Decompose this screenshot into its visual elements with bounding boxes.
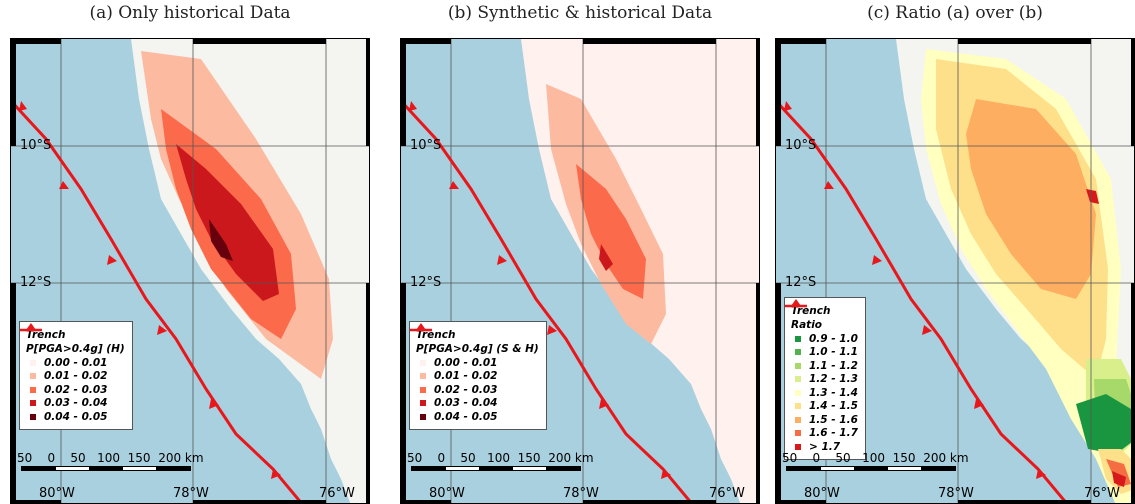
trench-teeth xyxy=(784,101,1046,479)
trench-icon xyxy=(20,323,42,332)
graticule xyxy=(776,39,1134,503)
legend-swatch xyxy=(420,373,426,380)
legend-swatch xyxy=(795,403,801,410)
legend-label: > 1.7 xyxy=(809,440,841,453)
legend-label: 0.00 - 0.01 xyxy=(44,356,108,369)
hazard-zone-2 xyxy=(576,164,646,299)
legend-swatch xyxy=(795,376,801,383)
legend: Trench P[PGA>0.4g] (H) 0.00 - 0.01 0.01 … xyxy=(19,321,133,430)
legend-label: 1.5 - 1.6 xyxy=(809,413,858,426)
panel-b-map: 10°S 12°S 80°W 78°W 76°W Trench P[PGA>0.… xyxy=(400,38,760,504)
hazard-zone-4 xyxy=(209,219,233,261)
legend-label: 0.03 - 0.04 xyxy=(44,397,108,410)
legend-title: P[PGA>0.4g] (H) xyxy=(26,343,125,355)
legend: Trench P[PGA>0.4g] (S & H) 0.00 - 0.01 0… xyxy=(409,321,547,430)
lat-label-10s: 10°S xyxy=(410,138,442,153)
lat-label-10s: 10°S xyxy=(785,138,817,153)
ratio-spot xyxy=(1086,189,1099,204)
lon-label-80w: 80°W xyxy=(804,486,840,501)
legend-label: 0.02 - 0.03 xyxy=(434,383,498,396)
legend-swatch xyxy=(30,413,36,420)
legend-label: 0.04 - 0.05 xyxy=(434,410,498,423)
legend-label: 1.6 - 1.7 xyxy=(809,427,858,440)
lon-label-76w: 76°W xyxy=(1084,486,1120,501)
legend-label: 1.3 - 1.4 xyxy=(809,386,858,399)
scale-bar: 50 0 50 100 150 200 km xyxy=(407,451,617,479)
legend-label: 0.01 - 0.02 xyxy=(44,370,108,383)
panel-a-map: 10°S 12°S 80°W 78°W 76°W Trench P[PGA>0.… xyxy=(10,38,370,504)
lon-label-78w: 78°W xyxy=(563,486,599,501)
trench-teeth xyxy=(409,101,671,479)
lon-label-76w: 76°W xyxy=(319,486,355,501)
legend-label: 0.03 - 0.04 xyxy=(434,397,498,410)
lat-label-10s: 10°S xyxy=(20,138,52,153)
panel-b-title: (b) Synthetic & historical Data xyxy=(447,3,713,23)
lat-label-12s: 12°S xyxy=(20,275,52,290)
legend-swatch xyxy=(420,359,426,366)
lat-label-12s: 12°S xyxy=(410,275,442,290)
scale-bar: 50 0 50 100 150 200 km xyxy=(782,451,992,479)
lon-label-76w: 76°W xyxy=(709,486,745,501)
legend-swatch xyxy=(795,335,801,342)
hazard-zone-3 xyxy=(176,144,279,301)
legend-label: 0.01 - 0.02 xyxy=(434,370,498,383)
trench-line xyxy=(776,99,1069,503)
scale-bar-labels: 50 0 50 100 150 200 km xyxy=(782,451,969,465)
scale-bar-labels: 50 0 50 100 150 200 km xyxy=(17,451,204,465)
trench-line xyxy=(11,99,304,503)
legend-swatch xyxy=(795,416,801,423)
legend-label: 0.02 - 0.03 xyxy=(44,383,108,396)
panel-c-map-svg xyxy=(776,39,1134,503)
legend-label: 1.4 - 1.5 xyxy=(809,400,858,413)
lon-label-80w: 80°W xyxy=(429,486,465,501)
lat-label-12s: 12°S xyxy=(785,275,817,290)
trench-line xyxy=(401,99,694,503)
legend: Trench Ratio 0.9 - 1.0 1.0 - 1.1 1.1 - 1… xyxy=(784,297,866,460)
trench-icon xyxy=(410,323,432,332)
lon-label-80w: 80°W xyxy=(39,486,75,501)
legend-swatch xyxy=(795,362,801,369)
panel-c-title: (c) Ratio (a) over (b) xyxy=(867,3,1043,23)
legend-label: 0.9 - 1.0 xyxy=(809,332,858,345)
ratio-zone-1.7 xyxy=(1112,471,1126,487)
legend-trench-label: Trench xyxy=(791,304,831,317)
frame-ticks xyxy=(11,39,369,503)
panel-a-title: (a) Only historical Data xyxy=(89,3,291,23)
legend-label: 0.04 - 0.05 xyxy=(44,410,108,423)
legend-swatch xyxy=(420,386,426,393)
legend-swatch xyxy=(30,373,36,380)
ratio-zone-0.9 xyxy=(1076,394,1134,454)
legend-title: Ratio xyxy=(791,319,823,331)
legend-label: 0.00 - 0.01 xyxy=(434,356,498,369)
legend-swatch xyxy=(795,349,801,356)
legend-swatch xyxy=(30,400,36,407)
legend-label: 1.2 - 1.3 xyxy=(809,373,858,386)
hazard-zone-3 xyxy=(599,244,613,271)
legend-swatch xyxy=(795,443,801,450)
lon-label-78w: 78°W xyxy=(938,486,974,501)
frame-ticks xyxy=(401,39,759,503)
scale-bar-labels: 50 0 50 100 150 200 km xyxy=(407,451,594,465)
legend-title: P[PGA>0.4g] (S & H) xyxy=(416,343,539,355)
legend-swatch xyxy=(30,359,36,366)
panel-c-map: 10°S 12°S 80°W 78°W 76°W Trench Ratio 0.… xyxy=(775,38,1135,504)
panel-a-map-svg xyxy=(11,39,369,503)
legend-label: 1.1 - 1.2 xyxy=(809,359,858,372)
scale-bar: 50 0 50 100 150 200 km xyxy=(17,451,227,479)
lon-label-78w: 78°W xyxy=(173,486,209,501)
legend-swatch xyxy=(420,400,426,407)
legend-trench-label: Trench xyxy=(26,328,66,341)
legend-swatch xyxy=(795,389,801,396)
trench-teeth xyxy=(19,101,281,479)
legend-label: 1.0 - 1.1 xyxy=(809,346,858,359)
legend-swatch xyxy=(30,386,36,393)
legend-swatch xyxy=(795,430,801,437)
frame-ticks xyxy=(776,39,1134,503)
trench-icon xyxy=(785,299,807,308)
legend-trench-label: Trench xyxy=(416,328,456,341)
ratio-zone-1.5 xyxy=(966,99,1096,299)
panel-b-map-svg xyxy=(401,39,759,503)
legend-swatch xyxy=(420,413,426,420)
